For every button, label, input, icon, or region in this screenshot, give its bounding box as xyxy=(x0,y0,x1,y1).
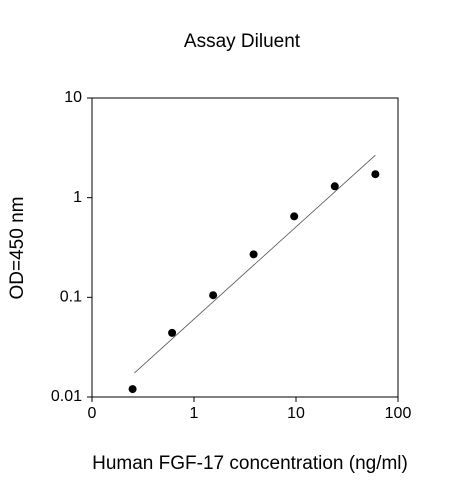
x-axis-label: Human FGF-17 concentration (ng/ml) xyxy=(92,453,408,474)
x-tick-label: 10 xyxy=(287,405,305,422)
data-point xyxy=(371,170,380,179)
fit-line xyxy=(134,154,376,374)
chart-title: Assay Diluent xyxy=(184,31,301,52)
y-tick-label: 10 xyxy=(64,89,82,106)
x-tick-label: 100 xyxy=(385,405,412,422)
data-point xyxy=(290,212,299,221)
plot-frame xyxy=(91,97,399,398)
data-point xyxy=(168,328,177,337)
y-tick-label: 1 xyxy=(73,189,82,206)
data-point xyxy=(330,182,339,191)
y-tick-label: 0.1 xyxy=(60,289,82,306)
x-tick-label: 1 xyxy=(190,405,199,422)
data-point xyxy=(209,291,218,300)
y-tick-label: 0.01 xyxy=(51,388,82,405)
data-point xyxy=(128,385,137,394)
y-axis-label: OD=450 nm xyxy=(7,197,28,300)
data-point xyxy=(249,250,258,259)
x-tick-label: 0 xyxy=(88,405,97,422)
